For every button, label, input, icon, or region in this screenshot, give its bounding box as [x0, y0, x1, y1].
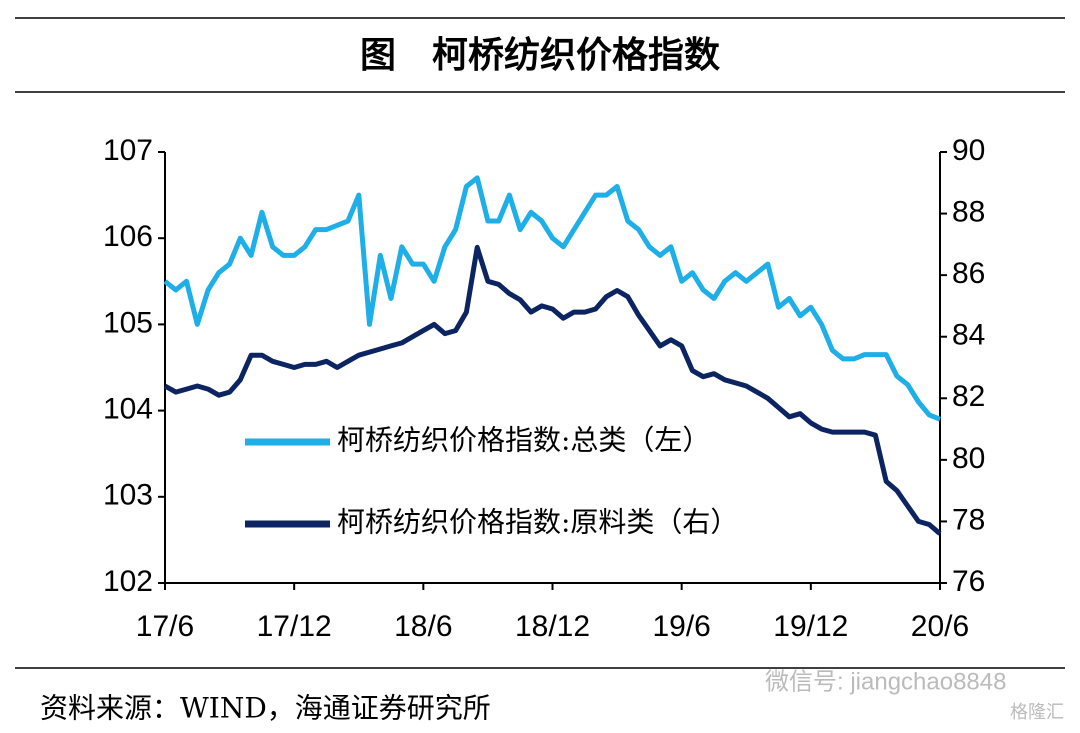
y2-tick-label: 90 — [952, 134, 985, 167]
series-line — [163, 244, 942, 536]
y-tick-label: 103 — [103, 479, 153, 512]
legend-label: 柯桥纺织价格指数:总类（左） — [337, 424, 710, 457]
x-tick-label: 19/12 — [773, 610, 848, 643]
x-tick-label: 17/6 — [136, 610, 194, 643]
source: 资料来源：WIND，海通证券研究所 — [40, 692, 491, 725]
y2-tick-label: 88 — [952, 195, 985, 228]
x-tick-label: 19/6 — [652, 610, 710, 643]
y2-tick-label: 80 — [952, 442, 985, 475]
series-line — [163, 175, 941, 422]
x-tick-label: 17/12 — [257, 610, 332, 643]
watermark: 格隆汇 — [1010, 702, 1064, 722]
y2-tick-label: 78 — [952, 503, 985, 536]
y-tick-label: 102 — [103, 565, 153, 598]
y-tick-label: 105 — [103, 306, 153, 339]
y2-tick-label: 84 — [952, 319, 985, 352]
y-tick-label: 104 — [103, 393, 153, 426]
x-tick-label: 18/12 — [515, 610, 590, 643]
watermark: 微信号: jiangchao8848 — [765, 668, 1006, 695]
legend-label: 柯桥纺织价格指数:原料类（右） — [337, 506, 738, 539]
y-tick-label: 106 — [103, 220, 153, 253]
x-tick-label: 18/6 — [394, 610, 452, 643]
y-tick-label: 107 — [103, 134, 153, 167]
y2-tick-label: 82 — [952, 380, 985, 413]
chart-title: 图 柯桥纺织价格指数 — [360, 34, 720, 76]
y2-tick-label: 76 — [952, 565, 985, 598]
y2-tick-label: 86 — [952, 257, 985, 290]
x-tick-label: 20/6 — [911, 610, 969, 643]
